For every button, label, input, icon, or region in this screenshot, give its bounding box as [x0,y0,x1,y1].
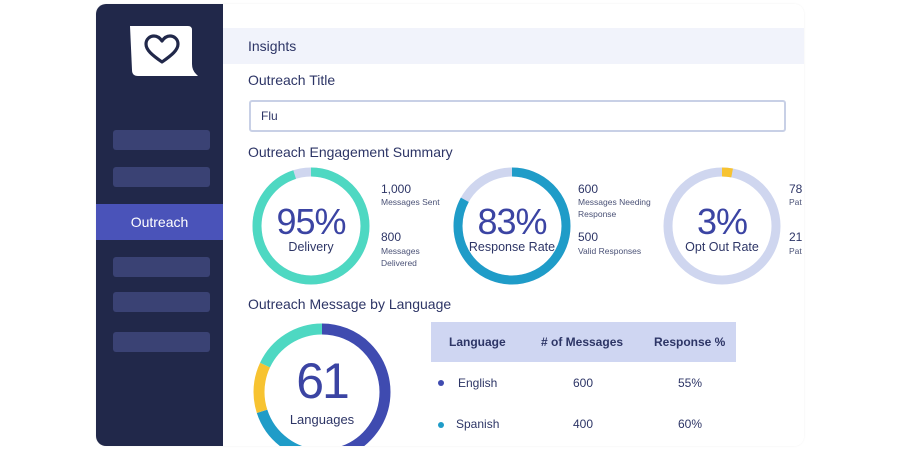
valid-responses-label: Valid Responses [578,246,642,256]
messages-delivered-value: 800 [381,230,402,244]
opt-out-label: Opt Out Rate [685,240,759,254]
outreach-title-label: Outreach Title [248,72,336,88]
column-header-language[interactable]: Language [449,335,506,349]
delivery-percent: 95% [276,201,346,242]
patients-stat-1-value: 78 [789,182,803,196]
opt-out-ring [663,167,781,285]
patients-stat-2-label: Pat [789,246,802,256]
column-header-response[interactable]: Response % [654,335,726,349]
row-response: 55% [678,376,703,390]
sidebar-item-placeholder-3[interactable] [113,257,210,277]
messages-sent-value: 1,000 [381,182,412,196]
language-donut [253,323,391,446]
sidebar-item-placeholder-5[interactable] [113,332,210,352]
row-messages: 400 [573,417,594,431]
main-content: Insights Outreach Title Outreach Engagem… [223,4,804,446]
opt-out-percent: 3% [696,201,748,242]
engagement-summary-title: Outreach Engagement Summary [248,144,453,160]
page-header: Insights [223,28,804,64]
delivery-label: Delivery [288,240,334,254]
language-color-dot [438,422,444,428]
sidebar-item-placeholder-2[interactable] [113,167,210,187]
messages-needing-response-label: Messages Needing Response [578,197,651,219]
language-section-title: Outreach Message by Language [248,296,452,312]
messages-needing-response-value: 600 [578,182,599,196]
page-title: Insights [248,38,297,54]
messages-sent-label: Messages Sent [381,197,440,207]
language-donut-segment [253,323,391,446]
messages-delivered-label: Messages Delivered [381,246,420,268]
row-messages: 600 [573,376,594,390]
response-rate-label: Response Rate [468,240,556,254]
languages-total-label: Languages [289,412,355,427]
response-rate-ring [453,167,571,285]
row-response: 60% [678,417,703,431]
outreach-title-input[interactable] [249,100,786,132]
row-language: English [458,376,498,390]
sidebar-item-placeholder-4[interactable] [113,292,210,312]
patients-stat-1-label: Pat [789,197,802,207]
opt-out-ring-fill [663,167,781,285]
response-rate-percent: 83% [477,201,547,242]
languages-total: 61 [296,353,350,409]
sidebar-item-outreach[interactable]: Outreach [96,204,223,240]
delivery-ring-fill [252,167,370,285]
heart-chat-logo-icon[interactable] [126,24,198,80]
delivery-ring [252,167,370,285]
language-table-header: Language # of Messages Response % [431,322,736,362]
language-color-dot [438,380,444,386]
row-language: Spanish [456,417,500,431]
sidebar-item-placeholder-1[interactable] [113,130,210,150]
sidebar-item-label: Outreach [130,214,189,230]
language-donut-segment [253,323,391,446]
app-window: Outreach Insights Outreach Title Outreac… [96,4,804,446]
column-header-messages[interactable]: # of Messages [541,335,624,349]
sidebar: Outreach [96,4,223,446]
patients-stat-2-value: 21 [789,230,803,244]
valid-responses-value: 500 [578,230,599,244]
response-rate-ring-fill [453,167,571,285]
